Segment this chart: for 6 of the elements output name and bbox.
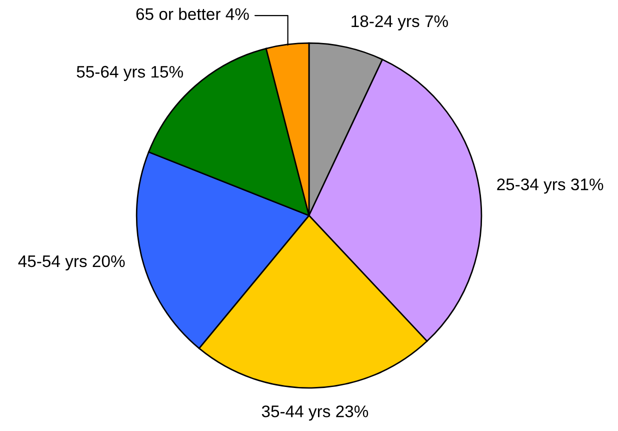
slice-label: 65 or better 4% [136, 8, 249, 20]
slice-label: 45-54 yrs 20% [18, 255, 125, 270]
slice-label: 35-44 yrs 23% [262, 405, 368, 421]
slice-label: 18-24 yrs 7% [352, 15, 448, 30]
slice-label: 55-64 yrs 15% [76, 66, 184, 82]
slice-label: 25-34 yrs 31% [497, 178, 604, 194]
